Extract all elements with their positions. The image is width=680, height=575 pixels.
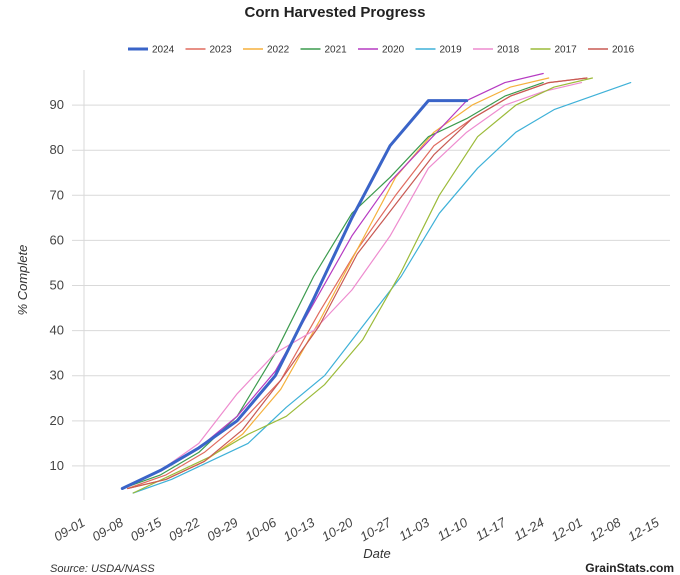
legend-label-2022: 2022 [267,45,290,56]
series-line-2024 [120,99,469,490]
y-tick-label: 40 [50,323,64,338]
y-axis-ticks: 10 20 30 40 50 60 70 80 90 [50,97,64,473]
series-line-2022 [127,77,550,490]
series-line-2019 [132,81,632,494]
y-tick-label: 10 [50,458,64,473]
series-line-2018 [121,81,583,490]
y-tick-label: 50 [50,278,64,293]
x-tick-label: 11-03 [396,514,432,544]
legend-label-2021: 2021 [325,45,348,56]
x-tick-label: 09-29 [204,515,240,545]
y-tick-label: 30 [50,368,64,383]
x-axis-ticks: 09-01 09-08 09-15 09-22 09-29 10-06 10-13 10-20… [51,514,662,544]
y-tick-label: 70 [50,187,64,202]
x-tick-label: 12-01 [549,515,585,545]
y-tick-label: 80 [50,142,64,157]
x-tick-label: 09-08 [89,514,126,544]
x-tick-label: 11-10 [435,514,471,544]
legend: 2024 2023 2022 2021 2020 2019 2018 2017 2016 [128,45,635,56]
x-tick-label: 12-15 [625,514,662,544]
legend-label-2019: 2019 [440,45,463,56]
x-tick-label: 11-17 [473,514,509,544]
chart-title: Corn Harvested Progress [245,4,426,21]
legend-label-2024: 2024 [152,45,175,56]
x-tick-label: 10-13 [281,514,318,544]
legend-label-2020: 2020 [382,45,405,56]
source-note: Source: USDA/NASS [50,563,155,575]
y-tick-label: 90 [50,97,64,112]
y-tick-label: 20 [50,413,64,428]
legend-label-2017: 2017 [555,45,578,56]
y-axis-title: % Complete [15,245,30,316]
x-tick-label: 09-22 [166,514,203,544]
legend-label-2018: 2018 [497,45,520,56]
series-lines [120,72,632,494]
x-tick-label: 12-08 [587,514,624,544]
y-tick-label: 60 [50,232,64,247]
x-tick-label: 10-20 [319,514,356,544]
x-tick-label: 10-06 [243,514,280,544]
x-tick-label: 11-24 [511,515,546,544]
x-tick-label: 10-27 [357,514,394,544]
x-tick-label: 09-01 [51,515,87,545]
series-line-2020 [121,72,544,490]
legend-label-2016: 2016 [612,45,635,56]
brand-label: GrainStats.com [585,561,674,575]
x-axis-title: Date [363,546,390,561]
legend-label-2023: 2023 [210,45,233,56]
series-line-2016 [127,77,588,490]
series-line-2021 [121,81,544,490]
x-tick-label: 09-15 [128,514,165,544]
y-gridlines [72,70,670,500]
